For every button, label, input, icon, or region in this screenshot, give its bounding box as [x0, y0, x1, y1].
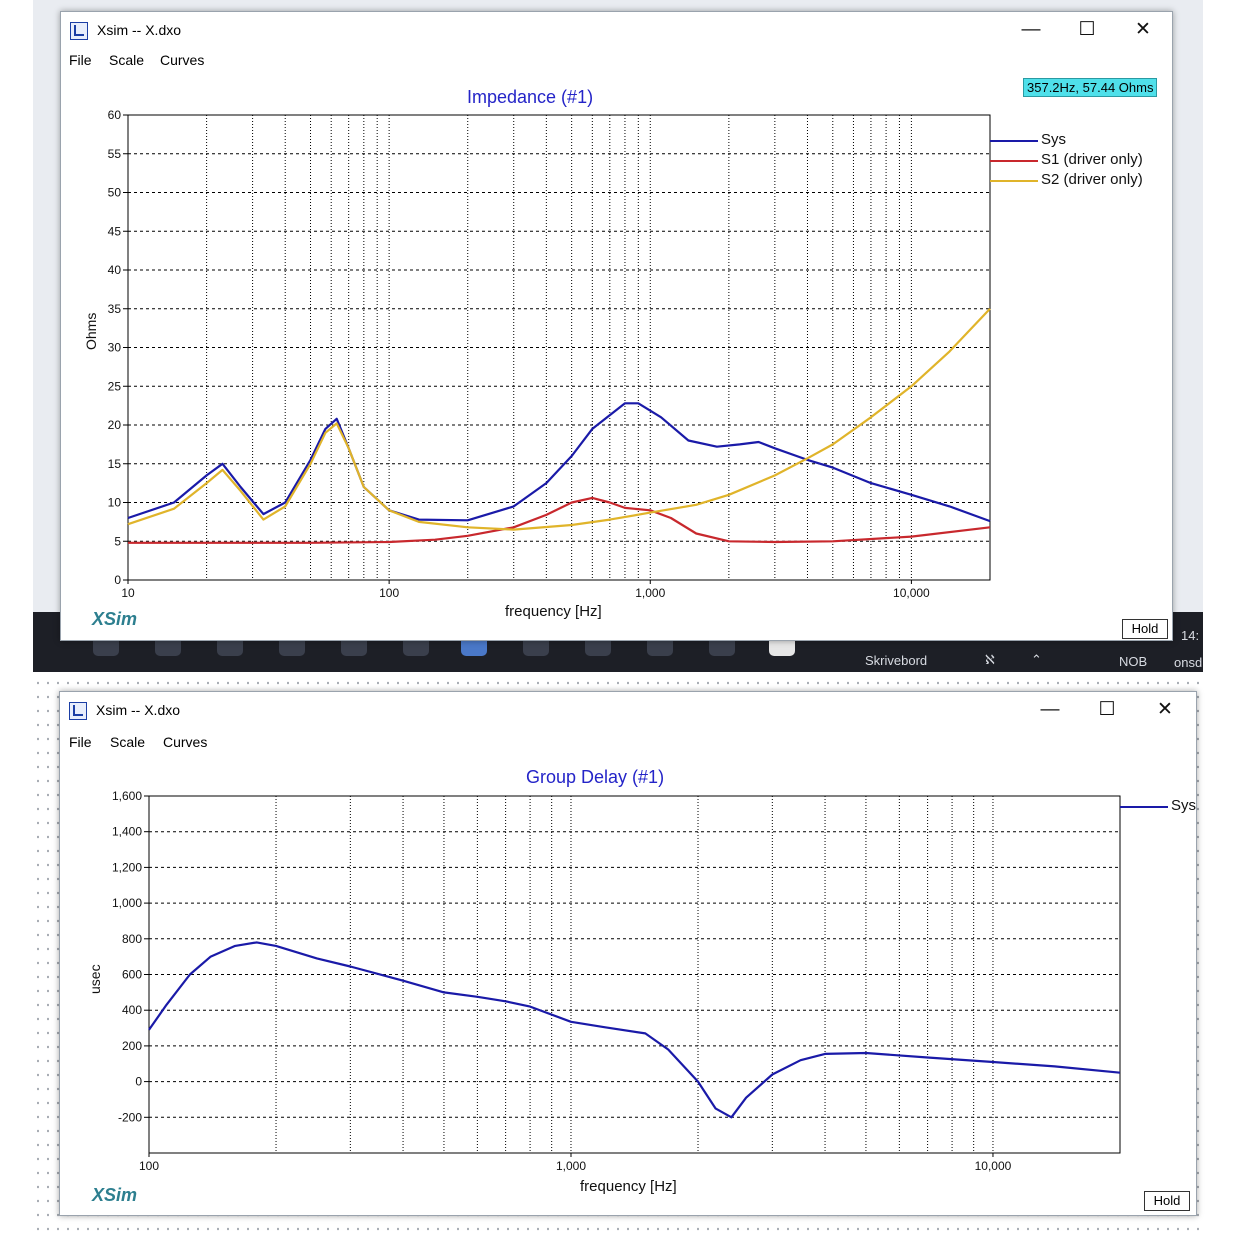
x-tick-label: 10,000 [893, 586, 930, 600]
series-line-sys [127, 402, 991, 523]
chevron-up-icon[interactable]: ⌃ [1031, 652, 1042, 667]
minimize-button[interactable]: — [1040, 699, 1060, 720]
close-button[interactable]: ✕ [1157, 699, 1173, 720]
group-delay-chart[interactable]: -200 0 200 400 600 800 1,000 1,200 1,400 1,600 100… [60, 692, 1196, 1215]
plot-frame [127, 114, 991, 581]
series-line-s2-driver-only- [127, 308, 991, 531]
xsim-logo: XSim [92, 609, 138, 629]
y-axis-label: Ohms [83, 312, 99, 350]
series-line-sys [148, 941, 1121, 1119]
impedance-chart[interactable]: 0 5 10 15 20 25 30 35 40 45 50 55 60 10 100 1,000 10,000 [61, 12, 1172, 640]
hold-button[interactable]: Hold [1144, 1191, 1190, 1211]
maximize-button[interactable]: ☐ [1078, 19, 1096, 40]
menu-bar: File Scale Curves [61, 49, 1172, 73]
legend-swatch [990, 160, 1038, 162]
y-tick-label: 45 [108, 224, 122, 238]
y-tick-label: 40 [108, 263, 122, 277]
x-tick-label: 100 [379, 586, 399, 600]
menu-bar: File Scale Curves [60, 729, 1196, 753]
y-tick-label: 1,000 [112, 896, 142, 910]
y-tick-label: 15 [108, 457, 122, 471]
menu-curves[interactable]: Curves [160, 52, 205, 68]
taskbar-desktop-label[interactable]: Skrivebord [865, 653, 928, 668]
xsim-app-icon [69, 702, 87, 720]
legend-label[interactable]: Sys [1171, 797, 1197, 814]
plot-frame [148, 795, 1121, 1154]
menu-curves[interactable]: Curves [163, 734, 208, 750]
minimize-button[interactable]: — [1021, 19, 1041, 40]
y-tick-label: 20 [108, 418, 122, 432]
menu-scale[interactable]: Scale [109, 52, 145, 68]
group-delay-window[interactable]: Xsim -- X.dxo — ☐ ✕ File Scale Curves Gr… [59, 691, 1197, 1216]
legend-swatch [990, 140, 1038, 142]
date[interactable]: onsd [1174, 655, 1203, 670]
y-tick-label: 55 [108, 147, 122, 161]
y-tick-label: 25 [108, 379, 122, 393]
x-tick-label: 10,000 [975, 1159, 1012, 1173]
clock[interactable]: 14: [1181, 628, 1200, 643]
y-tick-label: 800 [122, 932, 142, 946]
x-axis-label: frequency [Hz] [580, 1178, 677, 1195]
y-tick-label: 400 [122, 1003, 142, 1017]
xsim-app-icon [70, 22, 88, 40]
menu-file[interactable]: File [69, 52, 92, 68]
people-icon[interactable]: ℵ [985, 652, 995, 667]
title-bar[interactable]: Xsim -- X.dxo — ☐ ✕ [61, 12, 1172, 48]
hold-button[interactable]: Hold [1122, 619, 1168, 639]
y-tick-label: 60 [108, 108, 122, 122]
legend-label[interactable]: Sys [1041, 131, 1067, 148]
chart-title: Group Delay (#1) [526, 767, 665, 787]
window-title: Xsim -- X.dxo [97, 22, 182, 38]
y-tick-label: 1,600 [112, 789, 142, 803]
maximize-button[interactable]: ☐ [1098, 699, 1116, 720]
x-axis-label: frequency [Hz] [505, 603, 602, 620]
legend-swatch [990, 180, 1038, 182]
y-tick-label: 50 [108, 186, 122, 200]
impedance-window[interactable]: Xsim -- X.dxo — ☐ ✕ File Scale Curves 35… [60, 11, 1173, 641]
y-tick-label: 10 [108, 496, 122, 510]
y-tick-label: 30 [108, 341, 122, 355]
y-tick-label: 1,200 [112, 860, 142, 874]
y-tick-label: 0 [114, 573, 121, 587]
legend-label[interactable]: S1 (driver only) [1041, 151, 1143, 168]
x-tick-label: 1,000 [556, 1159, 586, 1173]
menu-scale[interactable]: Scale [110, 734, 146, 750]
close-button[interactable]: ✕ [1135, 19, 1151, 40]
x-tick-label: 100 [139, 1159, 159, 1173]
y-tick-label: 600 [122, 968, 142, 982]
language-indicator[interactable]: NOB [1119, 654, 1148, 669]
y-tick-label: 35 [108, 302, 122, 316]
title-bar[interactable]: Xsim -- X.dxo — ☐ ✕ [60, 692, 1196, 728]
chart-title: Impedance (#1) [467, 87, 594, 107]
menu-file[interactable]: File [69, 734, 92, 750]
series-line-s1-driver-only- [128, 496, 991, 544]
y-tick-label: 0 [135, 1075, 142, 1089]
xsim-logo: XSim [92, 1185, 138, 1205]
x-tick-label: 10 [121, 586, 135, 600]
cursor-readout: 357.2Hz, 57.44 Ohms [1023, 78, 1158, 97]
y-tick-label: 200 [122, 1039, 142, 1053]
legend-label[interactable]: S2 (driver only) [1041, 171, 1143, 188]
window-title: Xsim -- X.dxo [96, 702, 181, 718]
x-tick-label: 1,000 [635, 586, 665, 600]
legend-swatch [1120, 806, 1168, 808]
y-axis-label: usec [87, 964, 103, 994]
y-tick-label: 1,400 [112, 825, 142, 839]
y-tick-label: 5 [114, 534, 121, 548]
y-tick-label: -200 [118, 1110, 142, 1124]
